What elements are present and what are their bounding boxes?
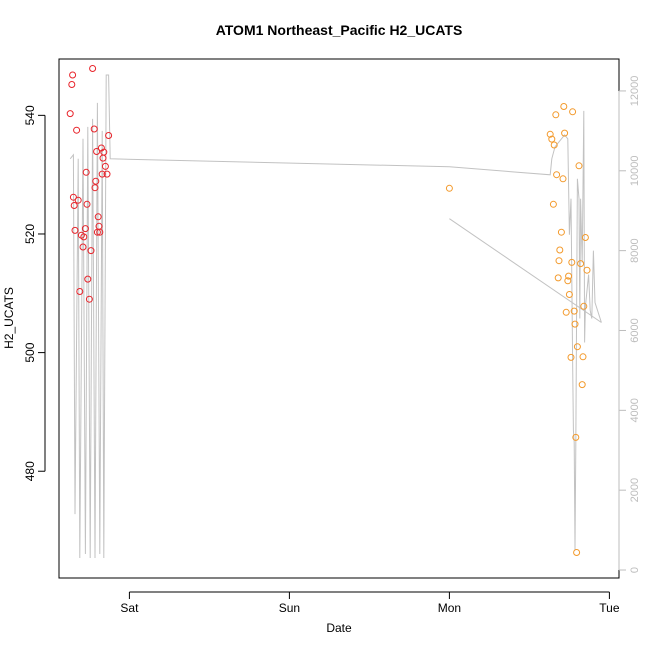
data-point-series-1 [98,170,106,178]
data-point-series-2 [548,135,556,143]
data-point-series-2 [565,272,573,280]
data-point-series-1 [87,247,95,255]
data-point-series-2 [562,308,570,316]
data-point-series-2 [565,291,573,298]
data-point-series-2 [554,274,562,282]
data-point-series-2 [578,381,586,389]
y2-tick-label: 12000 [629,76,641,107]
y2-tick-label: 10000 [629,155,641,186]
data-point-series-1 [85,295,93,303]
data-point-series-2 [568,258,576,266]
y2-tick-label: 2000 [629,478,641,502]
x-tick-label: Sun [279,601,300,615]
data-point-series-2 [577,260,585,268]
data-point-series-2 [550,141,558,149]
data-point-series-2 [573,343,581,351]
data-point-series-1 [84,275,92,283]
data-point-series-2 [579,353,587,361]
data-point-series-1 [103,170,111,178]
data-point-series-1 [76,288,84,295]
data-point-series-2 [553,171,561,179]
trend-line [449,218,602,323]
data-point-series-1 [68,81,76,88]
line-layer [69,74,602,559]
data-point-series-2 [570,307,578,315]
data-point-series-1 [73,126,81,134]
data-point-series-1 [83,200,91,208]
data-point-series-2 [569,108,577,116]
y2-tick-label: 8000 [629,238,641,262]
data-point-series-1 [93,148,101,155]
data-point-series-2 [559,175,567,183]
data-point-series-2 [557,228,565,236]
points-layer [66,65,591,556]
data-point-series-1 [79,243,87,251]
data-point-series-2 [552,111,560,119]
data-point-series-1 [74,196,82,204]
data-point-series-1 [94,213,102,221]
x-tick-label: Tue [599,601,620,615]
data-point-series-2 [555,257,563,265]
data-point-series-1 [100,148,108,156]
data-point-series-1 [70,202,78,209]
data-point-series-2 [560,103,568,110]
data-point-series-1 [92,177,100,185]
y2-tick-label: 6000 [629,318,641,342]
data-point-series-1 [99,154,107,162]
data-point-series-2 [581,234,589,241]
data-point-series-1 [90,125,98,133]
data-point-series-2 [549,200,557,208]
chart-title: ATOM1 Northeast_Pacific H2_UCATS [216,22,463,38]
data-point-series-2 [546,130,554,138]
y-tick-label: 500 [23,342,37,362]
y-tick-label: 520 [23,224,37,244]
data-point-series-2 [583,266,591,274]
data-point-series-2 [556,246,564,254]
data-point-series-1 [105,132,113,139]
data-point-series-2 [567,353,575,361]
altitude-line [69,74,602,559]
x-tick-label: Sat [120,601,139,615]
data-point-series-2 [564,277,572,285]
y-axis-label: H2_UCATS [2,287,16,349]
data-point-series-1 [96,228,104,236]
data-point-series-2 [580,302,588,310]
data-point-series-1 [101,162,109,170]
data-point-series-1 [89,65,97,72]
data-point-series-1 [66,110,74,118]
x-tick-label: Mon [438,601,461,615]
y-tick-label: 480 [23,461,37,481]
plot-frame [58,58,620,579]
data-point-series-2 [575,162,583,170]
data-point-series-1 [82,168,90,176]
y2-tick-label: 0 [629,567,641,573]
data-point-series-1 [80,233,88,241]
axes-layer: Sat Sun Mon Tue 480 500 520 540 0 2000 4000 6000 800… [23,76,641,615]
data-point-series-1 [81,225,89,233]
data-point-series-2 [573,549,581,556]
data-point-series-2 [445,184,453,192]
x-axis-label: Date [326,621,352,635]
data-point-series-1 [69,71,77,79]
y2-tick-label: 4000 [629,398,641,422]
y-tick-label: 540 [23,105,37,125]
data-point-series-1 [71,226,79,234]
data-point-series-2 [572,433,580,441]
data-point-series-1 [91,184,99,192]
data-point-series-2 [561,129,569,137]
data-point-series-2 [571,320,579,328]
